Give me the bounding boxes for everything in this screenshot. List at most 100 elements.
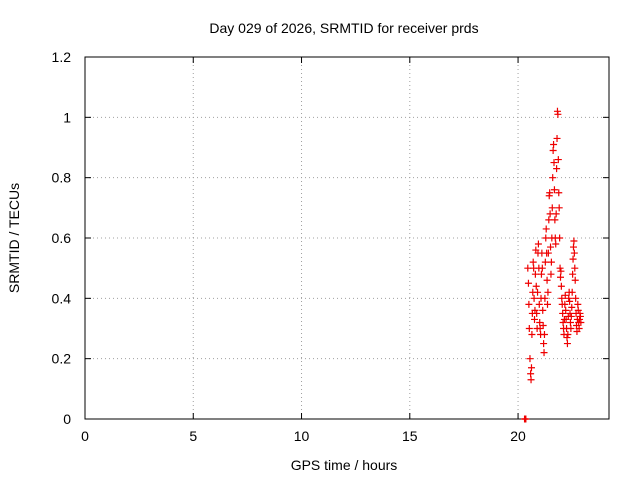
y-tick-label: 0 bbox=[63, 411, 71, 427]
data-point bbox=[561, 291, 569, 299]
data-point bbox=[542, 225, 550, 233]
data-point bbox=[567, 325, 575, 332]
data-point bbox=[574, 300, 582, 308]
data-point bbox=[563, 340, 571, 348]
data-point bbox=[549, 174, 557, 182]
y-tick-label: 1.2 bbox=[52, 49, 72, 65]
data-point bbox=[528, 331, 536, 339]
x-axis-label: GPS time / hours bbox=[291, 457, 398, 473]
data-point bbox=[568, 303, 576, 311]
data-point bbox=[540, 331, 548, 339]
data-point bbox=[576, 312, 584, 320]
data-point bbox=[559, 309, 567, 317]
data-point bbox=[571, 264, 579, 272]
data-points bbox=[521, 107, 585, 423]
y-tick-labels: 0 0.2 0.4 0.6 0.8 1 1.2 bbox=[52, 49, 72, 427]
y-axis-label: SRMTID / TECUs bbox=[6, 183, 22, 293]
data-point bbox=[541, 258, 549, 266]
data-point bbox=[569, 255, 577, 263]
data-point bbox=[569, 270, 577, 278]
plot-frame bbox=[84, 56, 610, 420]
data-point bbox=[524, 264, 532, 272]
y-tick-label: 0.8 bbox=[52, 170, 72, 186]
data-point bbox=[547, 258, 555, 266]
data-point bbox=[532, 282, 540, 290]
grid bbox=[85, 57, 609, 419]
data-point bbox=[556, 273, 564, 281]
data-point bbox=[557, 267, 565, 275]
data-point bbox=[530, 294, 538, 302]
data-point bbox=[537, 270, 545, 278]
data-point bbox=[546, 189, 554, 197]
data-point bbox=[546, 210, 554, 218]
data-point bbox=[553, 134, 561, 142]
data-point bbox=[572, 294, 580, 302]
data-point bbox=[535, 300, 543, 308]
data-point bbox=[544, 288, 552, 296]
data-point bbox=[549, 147, 557, 155]
data-point bbox=[527, 364, 535, 372]
data-point bbox=[557, 282, 565, 290]
data-point bbox=[552, 240, 560, 248]
data-point bbox=[550, 186, 558, 194]
data-point bbox=[526, 355, 534, 363]
data-point bbox=[525, 300, 533, 308]
data-point bbox=[566, 309, 574, 317]
axis-ticks bbox=[84, 56, 609, 420]
data-point bbox=[536, 318, 544, 326]
data-point bbox=[522, 415, 530, 423]
x-tick-label: 15 bbox=[402, 428, 418, 444]
data-point bbox=[540, 349, 548, 357]
data-point bbox=[564, 331, 572, 339]
data-point bbox=[550, 140, 558, 148]
data-point bbox=[531, 306, 539, 314]
data-point bbox=[554, 156, 562, 164]
data-point bbox=[556, 264, 564, 272]
data-point bbox=[561, 300, 569, 308]
data-point bbox=[527, 370, 535, 378]
data-point bbox=[574, 306, 582, 314]
data-point bbox=[552, 210, 560, 218]
data-point bbox=[570, 237, 578, 245]
data-point bbox=[534, 240, 542, 248]
data-point bbox=[538, 264, 546, 272]
data-point bbox=[571, 276, 579, 284]
data-point bbox=[575, 325, 583, 332]
x-tick-label: 20 bbox=[510, 428, 526, 444]
data-point bbox=[566, 297, 574, 305]
data-point bbox=[548, 204, 556, 212]
data-point bbox=[541, 294, 549, 302]
data-point bbox=[525, 325, 533, 332]
data-point bbox=[524, 279, 532, 287]
data-point bbox=[544, 300, 552, 308]
data-point bbox=[555, 189, 563, 197]
data-point bbox=[533, 309, 541, 317]
x-tick-labels: 0 5 10 15 20 bbox=[81, 428, 526, 444]
data-point bbox=[576, 315, 584, 323]
y-tick-label: 0.6 bbox=[52, 230, 72, 246]
data-point bbox=[539, 321, 547, 329]
data-point bbox=[543, 276, 551, 284]
data-point bbox=[563, 334, 571, 342]
x-tick-label: 10 bbox=[294, 428, 310, 444]
data-point bbox=[539, 306, 547, 314]
data-point bbox=[542, 234, 550, 242]
data-point bbox=[567, 312, 575, 320]
y-tick-label: 0.4 bbox=[52, 290, 72, 306]
data-point bbox=[556, 234, 564, 242]
data-point bbox=[544, 249, 552, 257]
chart-title: Day 029 of 2026, SRMTID for receiver prd… bbox=[209, 20, 478, 36]
data-point bbox=[529, 258, 537, 266]
data-point bbox=[534, 288, 542, 296]
data-point bbox=[562, 306, 570, 314]
data-point bbox=[550, 159, 558, 167]
data-point bbox=[547, 243, 555, 251]
data-point bbox=[569, 243, 577, 251]
data-point bbox=[566, 318, 574, 326]
data-point bbox=[565, 294, 573, 302]
x-tick-label: 5 bbox=[189, 428, 197, 444]
data-point bbox=[559, 318, 567, 326]
data-point bbox=[553, 165, 561, 173]
data-point bbox=[570, 249, 578, 257]
